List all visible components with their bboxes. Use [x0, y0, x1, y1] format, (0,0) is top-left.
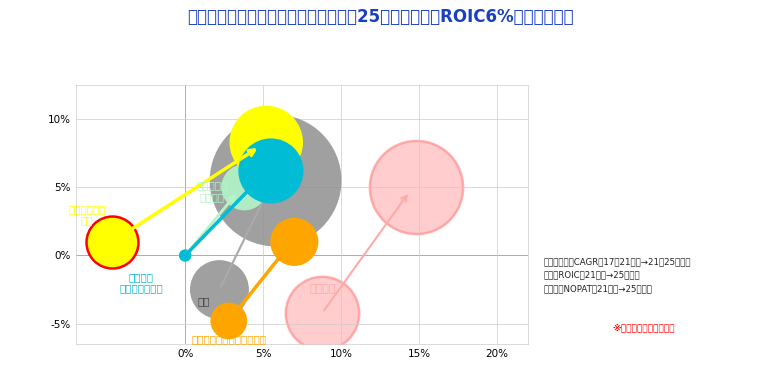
Text: 全社およびサブセグメント別(21年度実績➡25年度目標): 全社およびサブセグメント別(21年度実績➡25年度目標) [266, 58, 494, 71]
Text: エネルギー
インフラ: エネルギー インフラ [196, 181, 227, 202]
Point [288, 239, 300, 245]
Text: ※バブルの赤枠は負の値: ※バブルの赤枠は負の値 [613, 324, 676, 333]
Point [270, 178, 282, 184]
Text: 縦軸：売上高CAGR（17〜21年度→21〜25年度）
横軸：ROIC（21年度→25年度）
バブル：NOPAT（21年度→25年度）: 縦軸：売上高CAGR（17〜21年度→21〜25年度） 横軸：ROIC（21年度… [543, 258, 691, 293]
Point [179, 253, 192, 259]
Point [264, 168, 277, 174]
Point [410, 184, 422, 190]
Point [239, 184, 251, 190]
Point [316, 310, 328, 316]
Point [223, 318, 235, 324]
Text: 着実にポートフォリオ最適化を進め、25年度には全社ROIC6%以上を目指す: 着実にポートフォリオ最適化を進め、25年度には全社ROIC6%以上を目指す [187, 9, 573, 27]
Text: 電装エレクトロニクス材料: 電装エレクトロニクス材料 [192, 334, 266, 344]
Point [106, 239, 118, 245]
Point [214, 287, 226, 293]
Text: 全社: 全社 [198, 296, 210, 306]
Text: 機能製品: 機能製品 [309, 284, 336, 294]
Text: 自動車部品・
電池: 自動車部品・ 電池 [68, 204, 106, 225]
Text: 情報通信
ソリューション: 情報通信 ソリューション [119, 272, 163, 293]
Point [260, 139, 272, 145]
